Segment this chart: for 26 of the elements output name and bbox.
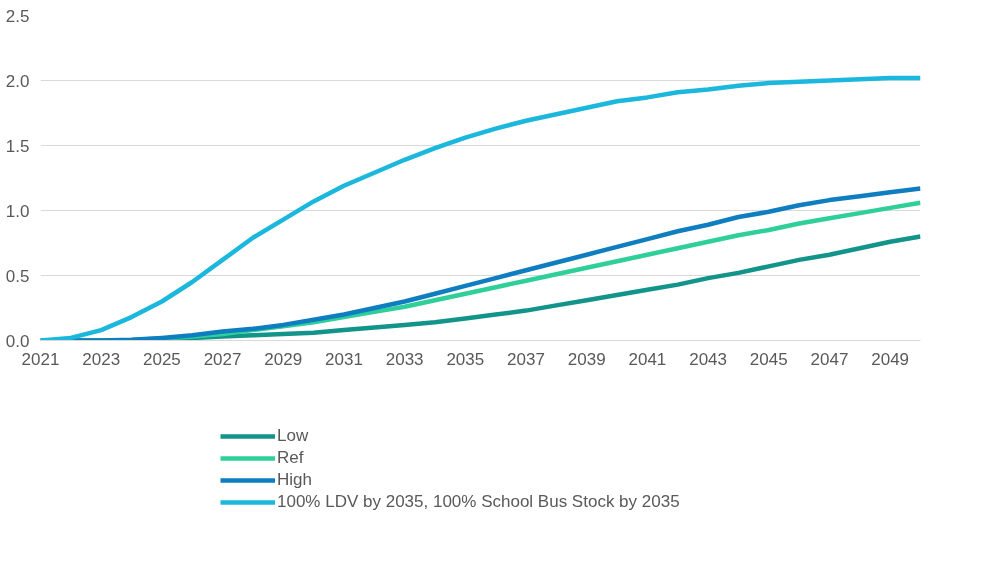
- x-tick-label: 2031: [325, 349, 363, 369]
- legend-label: Ref: [277, 448, 304, 468]
- x-tick-label: 2041: [628, 349, 667, 369]
- x-tick-label: 2027: [203, 349, 242, 369]
- y-tick-label: 1.5: [5, 136, 30, 156]
- x-tick-label: 2035: [446, 349, 485, 369]
- legend-label: Low: [277, 426, 309, 446]
- y-tick-label: 0.0: [5, 331, 30, 351]
- x-tick-label: 2021: [21, 349, 60, 369]
- y-tick-label: 0.5: [5, 266, 30, 286]
- y-tick-label: 2.5: [5, 6, 30, 26]
- legend-label: 100% LDV by 2035, 100% School Bus Stock by 2035: [277, 492, 680, 512]
- x-tick-label: 2047: [810, 349, 849, 369]
- y-tick-label: 1.0: [5, 201, 30, 221]
- x-tick-label: 2043: [689, 349, 728, 369]
- x-tick-label: 2029: [264, 349, 303, 369]
- legend-label: High: [277, 470, 312, 490]
- x-tick-label: 2049: [871, 349, 910, 369]
- line-series: [40, 75, 921, 341]
- x-tick-label: 2039: [567, 349, 606, 369]
- x-tick-label: 2045: [749, 349, 788, 369]
- x-tick-label: 2023: [82, 349, 121, 369]
- x-tick-label: 2037: [507, 349, 545, 369]
- y-tick-label: 2.0: [5, 71, 30, 91]
- x-tick-label: 2025: [142, 349, 181, 369]
- x-tick-label: 2033: [385, 349, 424, 369]
